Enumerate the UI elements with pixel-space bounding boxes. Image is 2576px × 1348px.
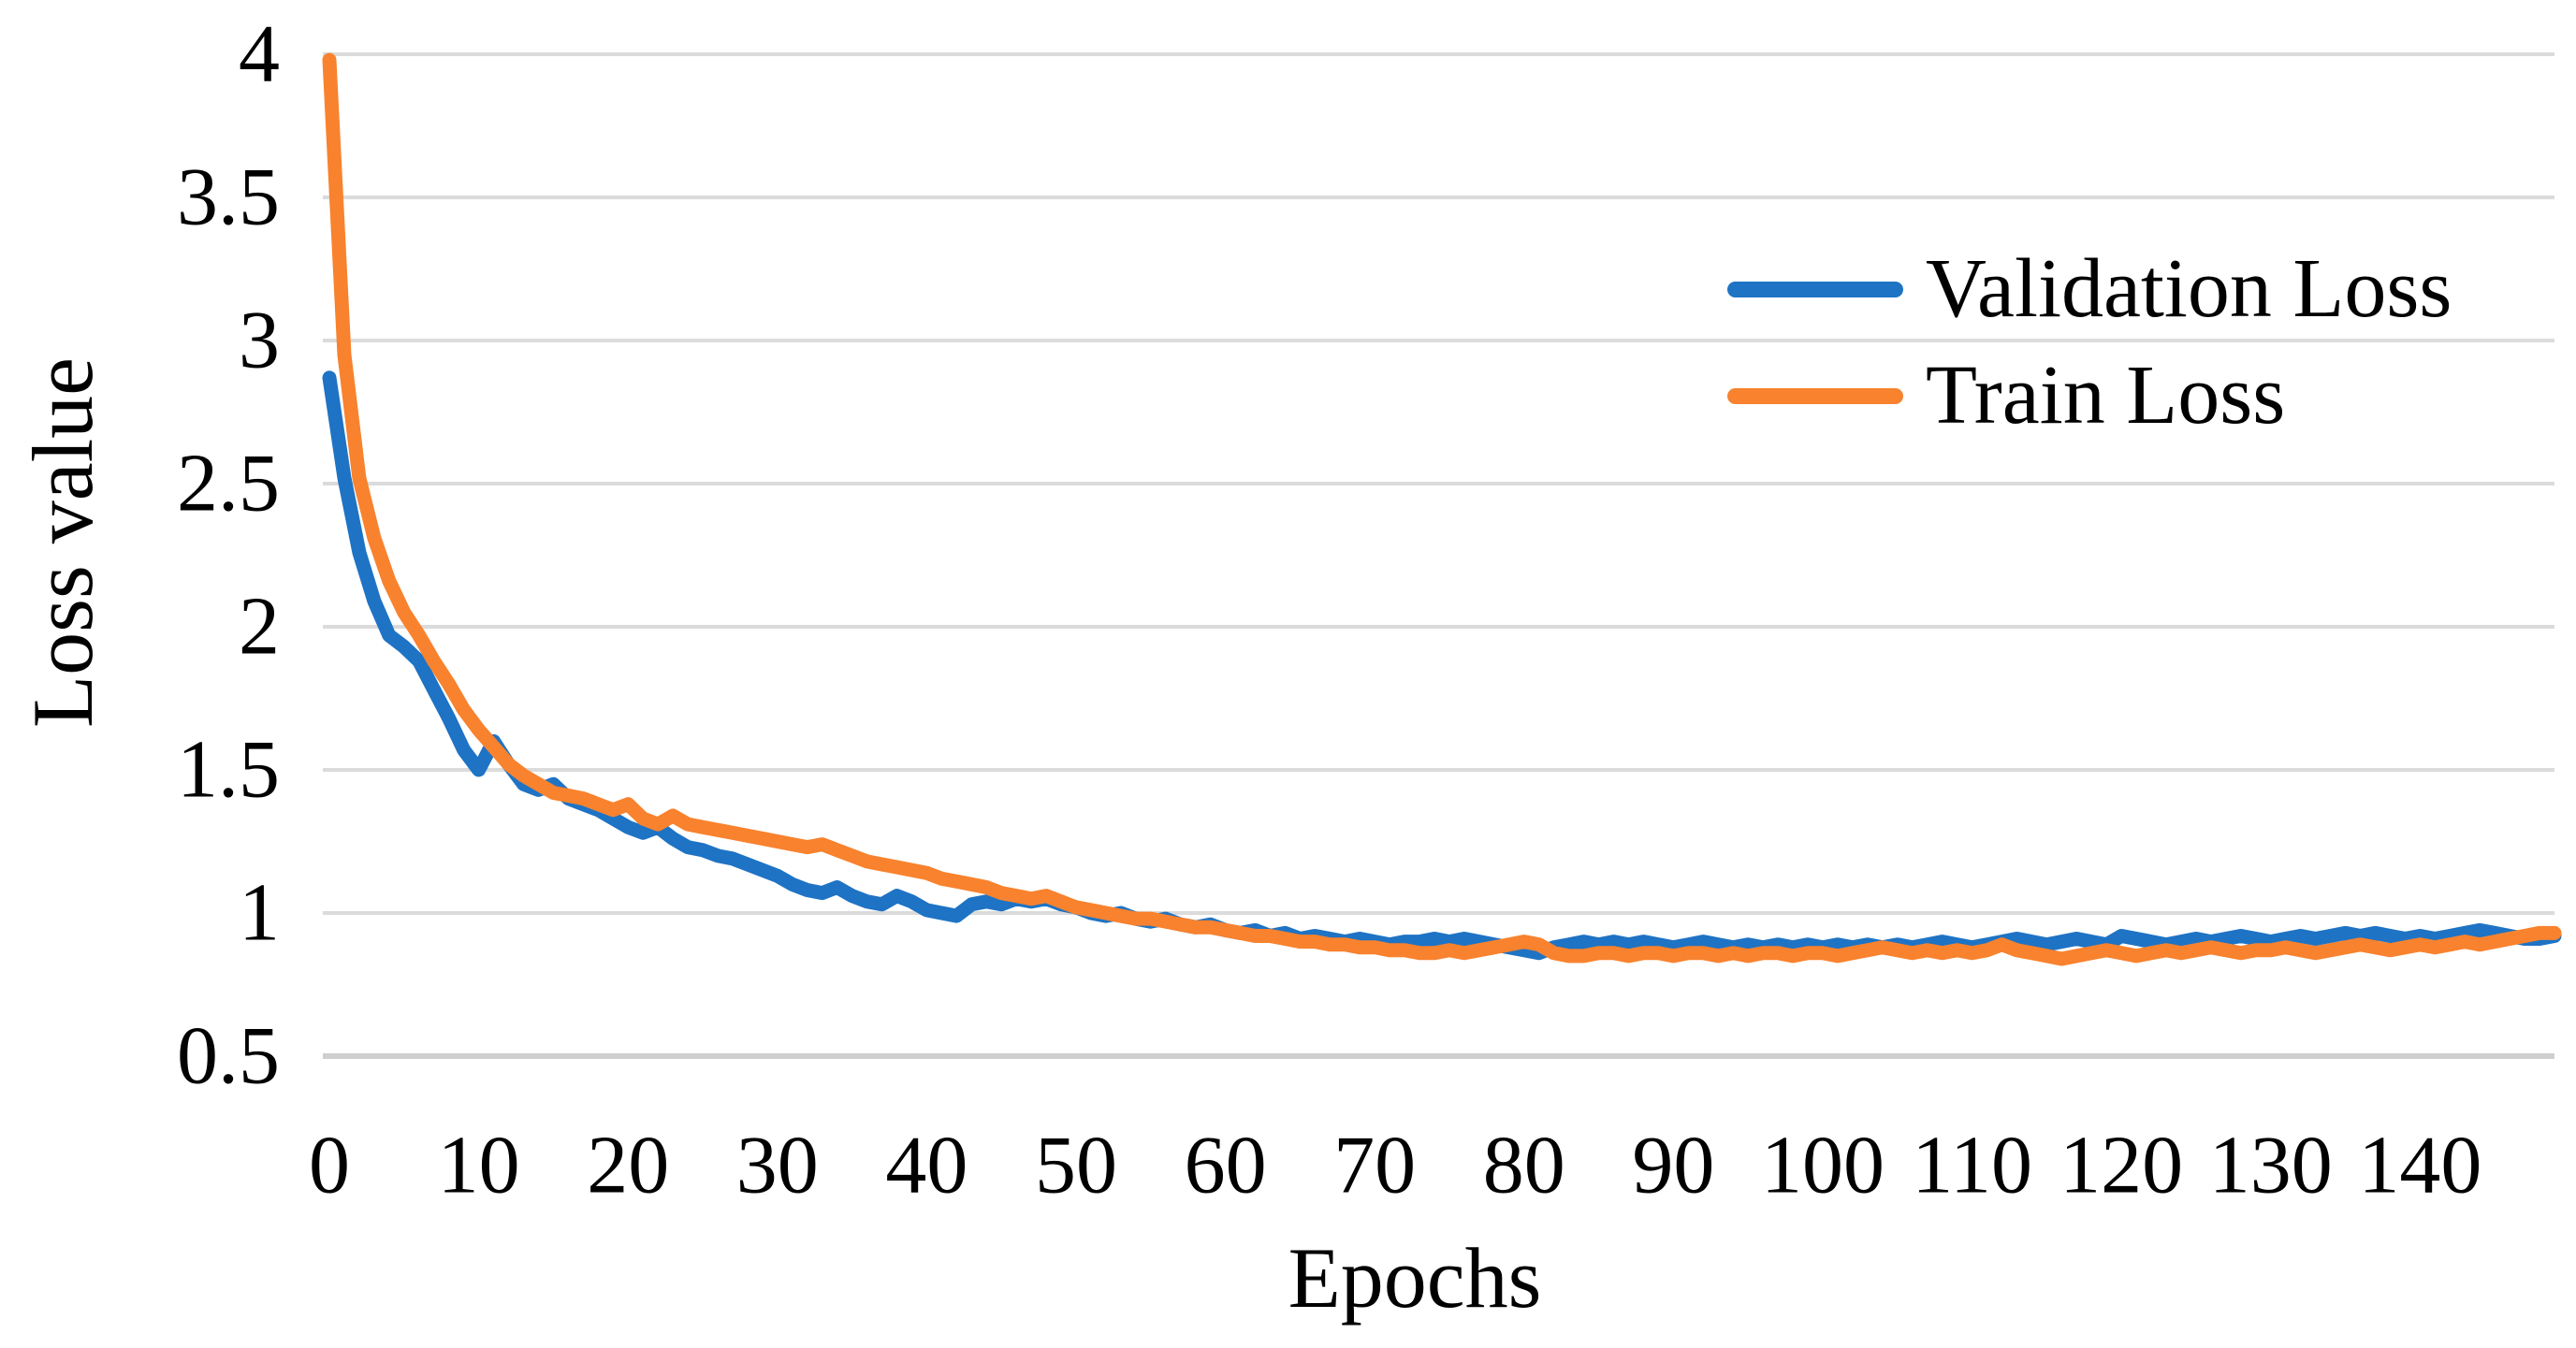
y-tick-label: 1.5 <box>177 725 280 816</box>
series-line-validation-loss <box>322 370 2562 961</box>
x-tick-label: 140 <box>2358 1121 2481 1211</box>
x-tick-label: 70 <box>1333 1121 1416 1211</box>
x-tick-label: 50 <box>1035 1121 1117 1211</box>
y-tick-label: 2 <box>239 582 280 673</box>
legend-label-train-loss: Train Loss <box>1926 349 2286 442</box>
y-tick-label: 3.5 <box>177 152 280 243</box>
x-tick-label: 60 <box>1185 1121 1267 1211</box>
y-tick-label: 4 <box>239 9 280 100</box>
x-tick-label: 130 <box>2209 1121 2333 1211</box>
x-tick-label: 0 <box>309 1121 350 1211</box>
y-tick-label: 3 <box>239 296 280 386</box>
validation-loss-line-swatch <box>1727 281 1903 297</box>
x-tick-label: 90 <box>1632 1121 1714 1211</box>
x-axis-title: Epochs <box>1288 1230 1542 1326</box>
legend-item-validation-loss: Validation Loss <box>1727 236 2452 342</box>
legend: Validation Loss Train Loss <box>1727 236 2452 449</box>
x-tick-label: 20 <box>587 1121 669 1211</box>
y-axis-title: Loss value <box>15 356 110 729</box>
series-line-train-loss <box>322 52 2562 966</box>
y-tick-label: 0.5 <box>177 1011 280 1102</box>
x-tick-label: 120 <box>2059 1121 2183 1211</box>
y-tick-label: 1 <box>239 868 280 959</box>
x-tick-label: 30 <box>736 1121 819 1211</box>
x-tick-label: 40 <box>885 1121 968 1211</box>
legend-item-train-loss: Train Loss <box>1727 342 2452 449</box>
x-tick-label: 110 <box>1912 1121 2032 1211</box>
x-tick-label: 80 <box>1483 1121 1565 1211</box>
x-tick-label: 100 <box>1761 1121 1885 1211</box>
train-loss-line-swatch <box>1727 387 1903 404</box>
legend-label-validation-loss: Validation Loss <box>1926 242 2452 335</box>
y-tick-label: 2.5 <box>177 439 280 529</box>
x-tick-label: 10 <box>438 1121 520 1211</box>
